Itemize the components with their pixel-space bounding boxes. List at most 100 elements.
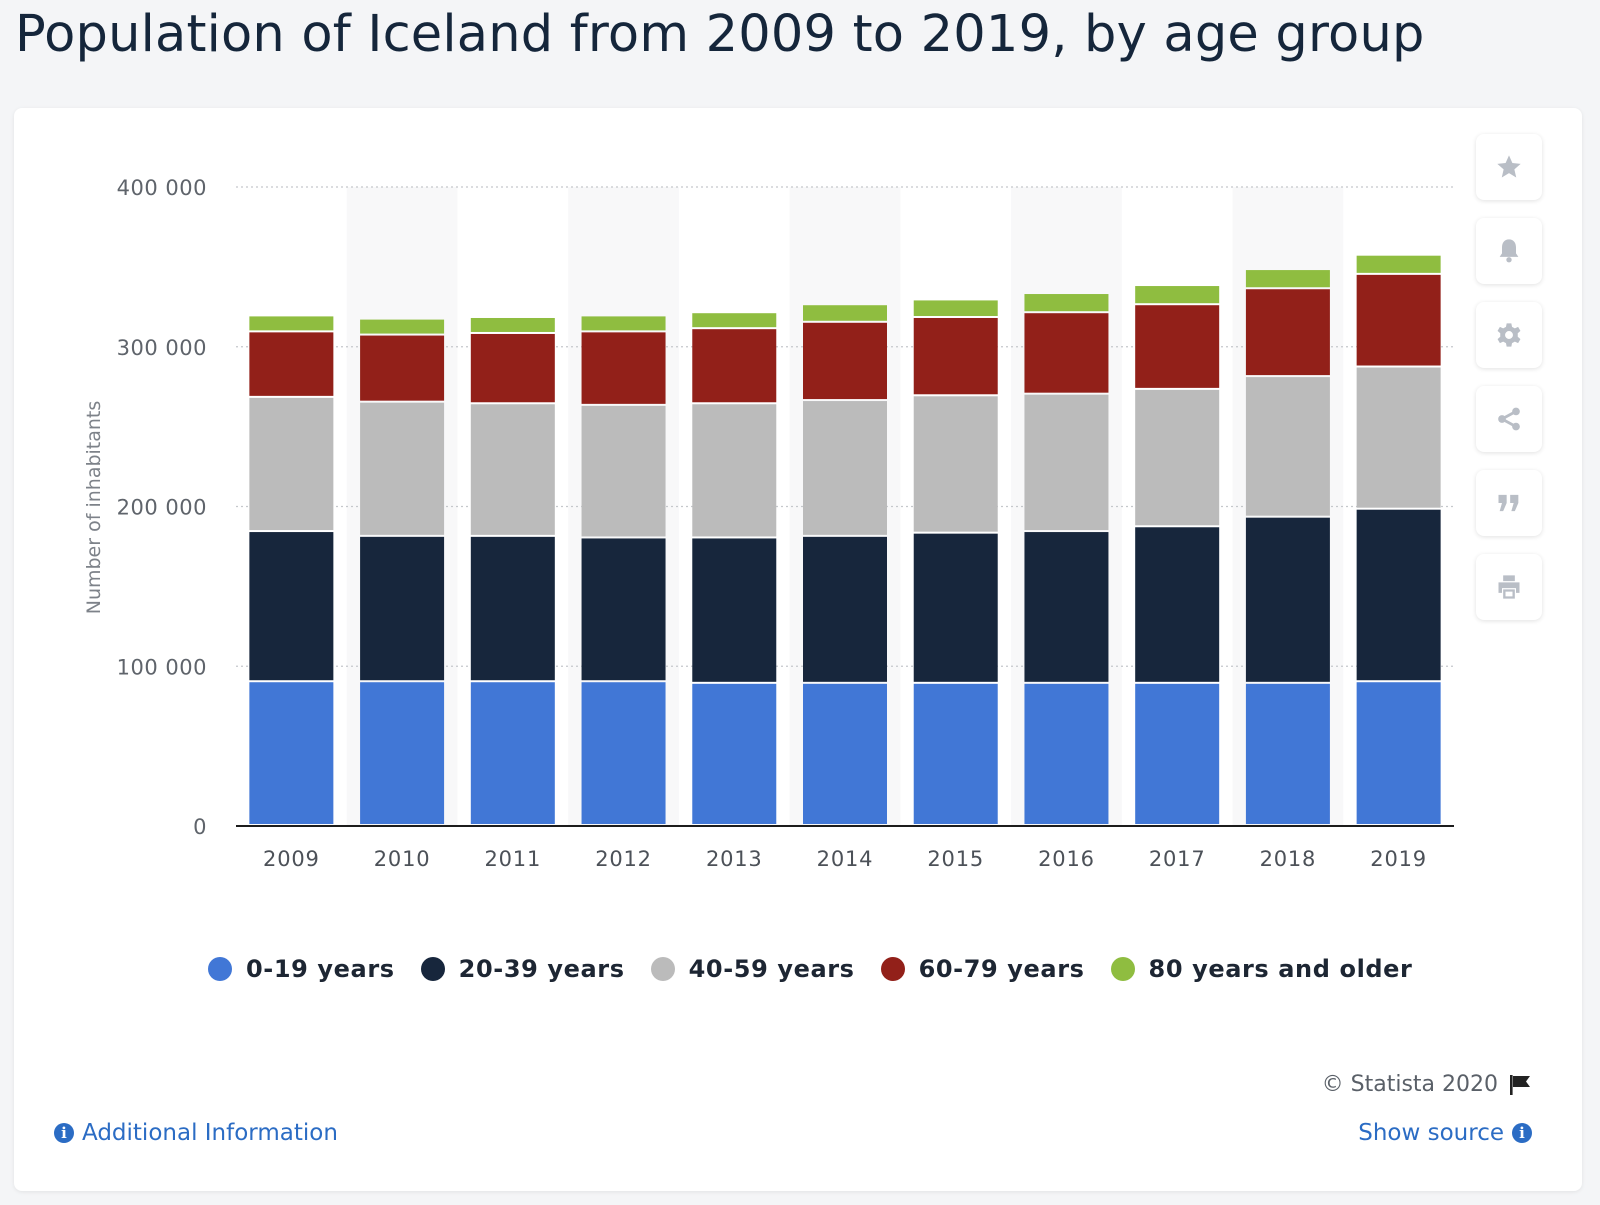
bar-segment [360,319,445,334]
bar-segment [360,682,445,824]
x-tick-label: 2009 [263,847,320,871]
y-tick-label: 200 000 [117,496,207,520]
bar-segment [1135,389,1220,526]
bar-segment [803,305,887,321]
legend-swatch [880,957,905,981]
x-tick-label: 2010 [374,847,431,871]
bar-segment [360,536,445,681]
bar-segment [913,683,998,824]
bar-segment [1135,305,1220,388]
bar-segment [581,316,666,331]
additional-information-link[interactable]: i Additional Information [54,1120,338,1146]
gear-icon [1497,323,1521,347]
bar-segment [249,682,334,824]
flag-icon[interactable] [1508,1074,1532,1096]
cite-button[interactable] [1476,470,1542,536]
favorite-button[interactable] [1476,134,1542,200]
bar-segment [581,538,666,681]
x-tick-label: 2017 [1149,847,1206,871]
bar-segment [1245,377,1330,516]
bar-segment [1245,270,1330,288]
bar-segment [1245,683,1330,824]
x-tick-label: 2013 [706,847,763,871]
bar-segment [249,397,334,531]
bar-segment [1356,367,1441,508]
bell-icon [1499,239,1519,263]
bar-segment [581,405,666,537]
y-tick-label: 300 000 [117,336,207,360]
show-source-link[interactable]: Show source i [1358,1120,1532,1146]
legend-item[interactable]: 40-59 years [650,955,855,983]
x-tick-label: 2019 [1370,847,1427,871]
page-title: Population of Iceland from 2009 to 2019,… [15,5,1425,64]
bar-segment [692,404,777,537]
bar-segment [1024,532,1109,682]
bar-segment [692,683,777,824]
bar-segment [470,682,555,824]
y-tick-label: 400 000 [117,176,207,200]
bar-segment [360,402,445,535]
bar-segment [1024,313,1109,393]
legend-swatch [650,957,675,981]
print-button[interactable] [1476,554,1542,620]
legend-label: 0-19 years [246,955,395,983]
legend-item[interactable]: 80 years and older [1110,955,1413,983]
y-tick-label: 100 000 [117,655,207,679]
legend-item[interactable]: 60-79 years [880,955,1085,983]
bar-segment [913,533,998,682]
x-tick-label: 2012 [595,847,652,871]
legend-label: 80 years and older [1148,955,1413,983]
bar-segment [1356,682,1441,824]
bar-segment [470,317,555,332]
chart-legend: 0-19 years 20-39 years 40-59 years 60-79 ye… [208,955,1439,983]
bar-segment [1135,286,1220,304]
bar-segment [470,536,555,681]
bar-segment [1245,517,1330,682]
bar-segment [1245,289,1330,376]
bar-segment [1024,394,1109,531]
copyright: © Statista 2020 [1322,1072,1532,1097]
bar-segment [1135,527,1220,682]
chart-toolbar [1476,134,1544,638]
bar-segment [470,333,555,403]
bar-segment [803,322,887,400]
bar-segment [249,532,334,681]
info-icon: i [1512,1123,1532,1143]
bar-segment [913,317,998,395]
bar-segment [692,329,777,403]
legend-swatch [420,957,445,981]
quote-icon [1498,494,1519,512]
info-icon: i [54,1123,74,1143]
bar-segment [1024,294,1109,312]
additional-information-label: Additional Information [82,1120,338,1146]
share-button[interactable] [1476,386,1542,452]
show-source-label: Show source [1358,1120,1504,1146]
bar-segment [803,536,887,682]
notification-button[interactable] [1476,218,1542,284]
x-tick-label: 2011 [484,847,541,871]
share-icon [1498,407,1520,431]
bar-segment [581,682,666,824]
legend-item[interactable]: 20-39 years [420,955,625,983]
x-tick-label: 2015 [927,847,984,871]
settings-button[interactable] [1476,302,1542,368]
y-tick-label: 0 [193,815,207,839]
legend-swatch [208,957,232,981]
x-tick-label: 2016 [1038,847,1095,871]
legend-label: 60-79 years [918,955,1085,983]
bar-segment [803,401,887,535]
bar-segment [360,335,445,401]
bar-segment [249,332,334,396]
bar-segment [581,332,666,404]
x-tick-label: 2014 [817,847,874,871]
bar-segment [1356,274,1441,366]
bar-segment [692,538,777,682]
legend-item[interactable]: 0-19 years [208,955,395,983]
print-icon [1498,575,1520,599]
y-axis-title: Number of inhabitants [83,401,105,615]
bar-segment [1135,683,1220,824]
bar-segment [470,404,555,535]
bar-segment [1356,509,1441,681]
bar-segment [1356,255,1441,273]
